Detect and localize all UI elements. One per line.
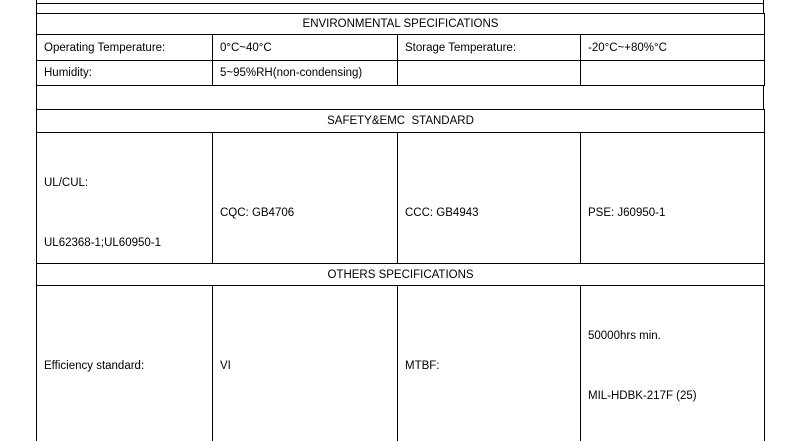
spec-label-cell: Storage Temperature: bbox=[397, 34, 581, 61]
table-row: Efficiency standard: VI MTBF: 50000hrs m… bbox=[36, 285, 766, 441]
empty-cell bbox=[397, 60, 581, 86]
environmental-specifications-table: ENVIRONMENTAL SPECIFICATIONS Operating T… bbox=[35, 13, 766, 86]
spec-value-cell: 0°C~40°C bbox=[212, 34, 398, 61]
spec-label-cell: Operating Temperature: bbox=[36, 34, 213, 61]
spec-value-cell: VI bbox=[212, 285, 398, 441]
spec-label-cell: MTBF: bbox=[397, 285, 581, 441]
spec-label-cell: Efficiency standard: bbox=[36, 285, 213, 441]
cell-line: MIL-HDBK-217F (25) bbox=[588, 390, 697, 402]
spec-value-cell: 50000hrs min. MIL-HDBK-217F (25) bbox=[579, 285, 766, 441]
section-title: OTHERS SPECIFICATIONS bbox=[35, 263, 766, 286]
section-header-row: OTHERS SPECIFICATIONS bbox=[35, 263, 766, 286]
cell-line: UL62368-1;UL60950-1 bbox=[44, 237, 162, 249]
spec-label-cell: Humidity: bbox=[36, 60, 213, 86]
empty-cell bbox=[579, 60, 766, 86]
spec-value-cell: -20°C~+80%°C bbox=[579, 34, 766, 61]
others-specifications-table: OTHERS SPECIFICATIONS Efficiency standar… bbox=[35, 263, 766, 441]
section-title: ENVIRONMENTAL SPECIFICATIONS bbox=[35, 13, 766, 35]
table-row: Operating Temperature: 0°C~40°C Storage … bbox=[36, 34, 766, 61]
cell-line: 50000hrs min. bbox=[588, 330, 661, 342]
table-row: Humidity: 5~95%RH(non-condensing) bbox=[36, 60, 766, 86]
cell-line: UL/CUL: bbox=[44, 177, 89, 189]
section-title: SAFETY&EMC STANDARD bbox=[36, 109, 765, 133]
page-frame-top-line bbox=[36, 3, 764, 4]
section-header-row: ENVIRONMENTAL SPECIFICATIONS bbox=[35, 13, 766, 35]
spec-value-cell: 5~95%RH(non-condensing) bbox=[212, 60, 398, 86]
section-header-row: SAFETY&EMC STANDARD bbox=[36, 109, 765, 133]
